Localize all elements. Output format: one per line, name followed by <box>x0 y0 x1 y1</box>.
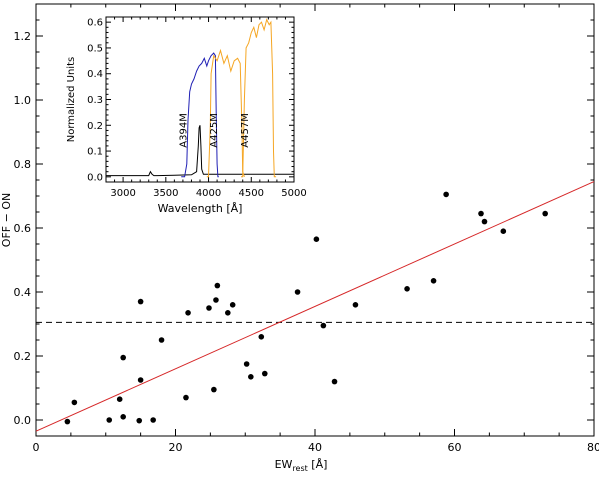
main-y-tick-label: 0.6 <box>14 222 32 235</box>
data-point <box>294 289 301 295</box>
data-point <box>71 399 78 406</box>
main-y-tick-label: 1.0 <box>14 94 32 107</box>
data-point <box>331 378 338 385</box>
data-point <box>137 377 144 383</box>
data-point <box>136 417 143 424</box>
inset-y-tick-label: 0.5 <box>87 43 103 54</box>
inset-series-A457M <box>241 18 277 178</box>
data-point <box>500 228 507 234</box>
inset-y-tick-label: 0.0 <box>87 172 103 183</box>
inset-y-tick-label: 0.1 <box>87 147 103 158</box>
data-point <box>542 210 548 217</box>
inset-x-tick-label: 4500 <box>239 188 264 199</box>
data-point <box>243 361 250 367</box>
data-point <box>183 394 189 401</box>
data-point <box>158 337 165 343</box>
data-point <box>481 218 488 225</box>
main-plot: 0 20 40 60 80 0.0 0.2 0.4 0.6 0.8 1.0 1.2 EWrest [Å]… <box>0 3 599 473</box>
main-y-tick-label: 0.0 <box>14 414 32 427</box>
data-point <box>120 354 126 361</box>
data-point <box>478 210 484 217</box>
data-point <box>248 374 254 380</box>
main-x-tick-label: 0 <box>33 441 40 454</box>
data-point <box>320 322 327 329</box>
inset-series-A425M <box>206 48 245 178</box>
data-point <box>404 286 410 292</box>
inset-plot: 3000 3500 4000 4500 5000 0.0 0.1 0.2 0.3 0.4 0.5 0.… <box>66 16 307 215</box>
main-x-axis-label: EWrest [Å] <box>275 458 328 473</box>
data-point <box>313 236 320 242</box>
inset-x-tick-label: 3500 <box>153 188 178 199</box>
inset-plot-frame <box>105 16 295 183</box>
inset-y-axis-label: Normalized Units <box>66 57 77 142</box>
x-label-main: EW <box>275 458 293 471</box>
inset-y-tick-label: 0.6 <box>87 18 103 29</box>
data-point <box>185 310 191 316</box>
data-point <box>430 278 437 284</box>
filter-label: A425M <box>209 113 220 148</box>
data-point <box>116 396 123 403</box>
main-x-tick-label: 40 <box>308 441 322 454</box>
data-point <box>64 418 71 425</box>
data-point <box>213 297 219 303</box>
data-point <box>211 386 217 393</box>
data-point <box>225 310 231 316</box>
data-point <box>214 282 221 289</box>
data-point <box>120 414 126 420</box>
linear-fit-line <box>35 181 595 432</box>
inset-x-tick-label: 4000 <box>196 188 221 199</box>
inset-y-tick-label: 0.3 <box>87 95 103 106</box>
data-point <box>229 302 236 308</box>
main-y-tick-label: 0.4 <box>14 286 32 299</box>
data-point <box>258 334 265 340</box>
main-y-tick-label: 0.8 <box>14 158 32 171</box>
main-y-tick-label: 0.2 <box>14 350 32 363</box>
data-point <box>206 305 212 311</box>
inset-y-tick-label: 0.4 <box>87 69 103 80</box>
main-y-axis-label: OFF − ON <box>0 193 13 247</box>
x-label-subscript: rest <box>292 464 307 473</box>
inset-series-A394M <box>181 52 219 178</box>
main-x-tick-label: 20 <box>169 441 183 454</box>
data-point <box>106 417 113 423</box>
main-y-tick-label: 1.2 <box>14 30 32 43</box>
filter-label: A394M <box>178 113 189 148</box>
data-point <box>137 298 144 305</box>
x-label-unit: [Å] <box>308 458 328 471</box>
main-x-tick-label: 80 <box>587 441 599 454</box>
data-point <box>150 417 156 423</box>
filter-label: A457M <box>240 113 251 148</box>
inset-y-tick-label: 0.2 <box>87 121 103 132</box>
inset-series-spectrum <box>106 125 294 177</box>
data-point <box>352 302 359 308</box>
data-point <box>261 370 268 377</box>
data-point <box>443 191 449 198</box>
inset-x-axis-label: Wavelength [Å] <box>158 202 243 215</box>
inset-x-tick-label: 3000 <box>110 188 135 199</box>
main-x-tick-label: 60 <box>448 441 462 454</box>
inset-x-tick-label: 5000 <box>281 188 306 199</box>
